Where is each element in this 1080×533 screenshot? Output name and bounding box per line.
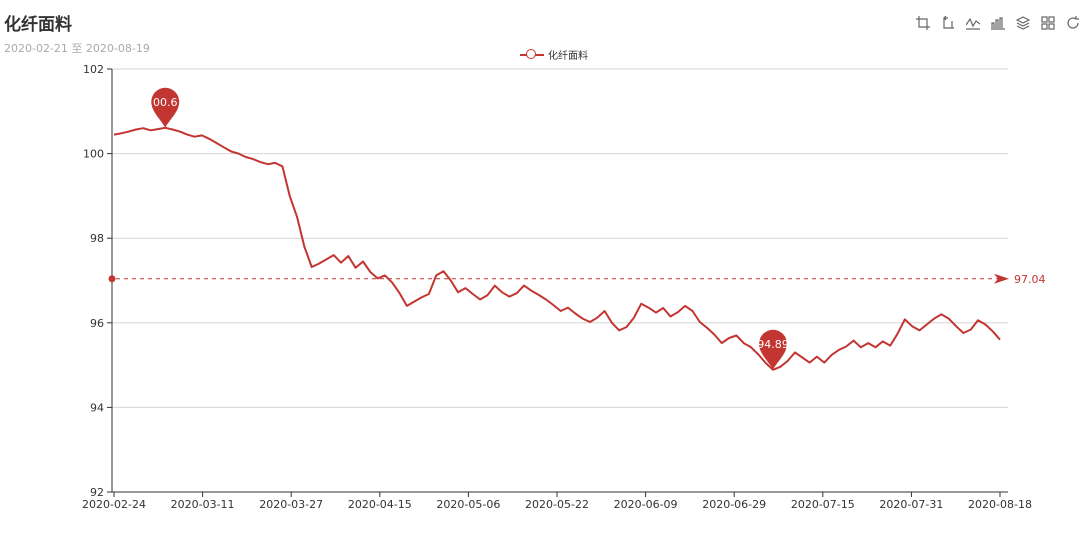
- tiled-icon[interactable]: [1041, 16, 1055, 30]
- restore-icon[interactable]: [1066, 16, 1080, 30]
- chart-title: 化纤面料: [4, 15, 72, 35]
- average-line-arrow: [994, 273, 1009, 284]
- x-tick-label: 2020-07-31: [879, 498, 943, 511]
- y-tick-label: 100: [83, 148, 104, 161]
- x-tick-label: 2020-03-27: [259, 498, 323, 511]
- zoom-reset-icon[interactable]: [941, 16, 955, 30]
- max-mark-point: 100.61: [146, 87, 185, 128]
- average-line-start: [108, 275, 116, 283]
- legend-label: 化纤面料: [548, 50, 588, 62]
- x-tick-label: 2020-08-18: [968, 498, 1032, 511]
- x-tick-label: 2020-05-22: [525, 498, 589, 511]
- y-tick-label: 102: [83, 63, 104, 76]
- legend-line-icon: [520, 47, 544, 61]
- y-tick-label: 92: [90, 486, 104, 499]
- line-type-icon[interactable]: [966, 16, 980, 30]
- x-tick-label: 2020-04-15: [348, 498, 412, 511]
- zoom-icon[interactable]: [916, 16, 930, 30]
- series-line: [113, 126, 1001, 371]
- bar-type-icon[interactable]: [991, 16, 1005, 30]
- x-tick-label: 2020-05-06: [436, 498, 500, 511]
- y-tick-label: 94: [90, 401, 104, 414]
- chart-subtitle: 2020-02-21 至 2020-08-19: [4, 42, 150, 55]
- x-tick-label: 2020-02-24: [82, 498, 146, 511]
- min-mark-point-pin: [759, 329, 788, 370]
- toolbox: [916, 16, 1080, 30]
- x-tick-label: 2020-07-15: [791, 498, 855, 511]
- max-mark-point-label: 100.61: [146, 96, 185, 109]
- stack-icon[interactable]: [1016, 16, 1030, 30]
- x-tick-label: 2020-03-11: [171, 498, 235, 511]
- x-tick-label: 2020-06-09: [614, 498, 678, 511]
- y-tick-label: 96: [90, 317, 104, 330]
- legend-item[interactable]: 化纤面料: [520, 46, 588, 62]
- min-mark-point: 94.89: [757, 329, 789, 370]
- min-mark-point-label: 94.89: [757, 338, 789, 351]
- max-mark-point-pin: [151, 87, 180, 128]
- y-tick-label: 98: [90, 232, 104, 245]
- x-tick-label: 2020-06-29: [702, 498, 766, 511]
- average-line-label: 97.04: [1014, 273, 1046, 286]
